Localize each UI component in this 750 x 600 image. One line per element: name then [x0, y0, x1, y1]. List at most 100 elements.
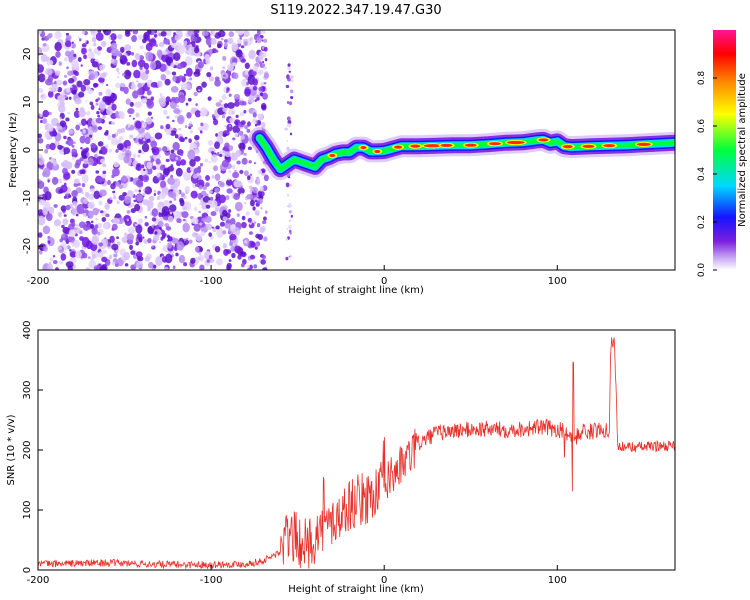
spectrogram-noise-blob — [256, 36, 262, 44]
spectrogram-noise-blob — [288, 176, 291, 179]
spectrogram-noise-blob — [47, 123, 54, 132]
spectrogram-noise-blob — [89, 73, 96, 81]
spectrogram-noise-blob — [246, 128, 251, 133]
spectrogram-noise-blob — [247, 267, 252, 270]
spectrogram-noise-blob — [149, 60, 157, 70]
spectrogram-noise-blob — [286, 116, 291, 121]
spectrogram-noise-blob — [239, 131, 242, 135]
spectrogram-noise-blob — [205, 204, 211, 209]
spectrogram-noise-blob — [100, 158, 105, 164]
spectrogram-noise-blob — [153, 189, 157, 193]
spectrogram-noise-blob — [190, 130, 193, 134]
spectrogram-noise-blob — [209, 196, 214, 201]
spectrogram-noise-blob — [101, 115, 107, 120]
spectrogram-noise-blob — [232, 137, 236, 141]
spectrogram-noise-blob — [249, 199, 255, 207]
spectrogram-noise-blob — [74, 162, 80, 169]
x-tick-label: -100 — [200, 276, 223, 287]
spectrogram-noise-blob — [289, 132, 293, 136]
spectrogram-noise-blob — [144, 132, 151, 140]
spectrogram-noise-blob — [215, 102, 221, 107]
spectrogram-noise-blob — [252, 118, 258, 124]
spectrogram-noise-blob — [237, 30, 244, 36]
spectrogram-noise-blob — [126, 61, 131, 66]
spectrogram-noise-blob — [101, 216, 107, 222]
spectrogram-noise-blob — [153, 33, 158, 38]
spectrogram-noise-blob — [97, 208, 101, 212]
spectrogram-noise-blob — [90, 30, 98, 37]
spectrogram-noise-blob — [58, 129, 62, 133]
spectrogram-noise-blob — [199, 264, 205, 270]
spectrogram-noise-blob — [173, 108, 181, 114]
spectrogram-noise-blob — [244, 201, 247, 205]
spectrogram-noise-blob — [179, 159, 187, 166]
spectrogram-noise-blob — [134, 223, 138, 227]
spectrogram-noise-blob — [71, 190, 78, 198]
spectrogram-noise-blob — [74, 178, 80, 184]
spectrogram-noise-blob — [150, 116, 154, 119]
spectrogram-noise-blob — [62, 167, 68, 175]
spectrogram-noise-blob — [143, 168, 146, 172]
spectrogram-noise-blob — [167, 215, 174, 223]
ridge-core-red — [538, 138, 549, 142]
spectrogram-noise-blob — [38, 215, 46, 226]
spectrogram-noise-blob — [83, 158, 88, 165]
spectrogram-noise-blob — [198, 89, 201, 92]
spectrogram-noise-blob — [222, 66, 226, 70]
spectrogram-noise-blob — [165, 30, 172, 37]
spectrogram-noise-blob — [71, 208, 78, 216]
spectrogram-noise-blob — [71, 222, 76, 227]
spectrogram-noise-blob — [167, 177, 175, 185]
spectrogram-noise-blob — [239, 169, 244, 175]
spectrogram-noise-blob — [84, 136, 91, 145]
spectrogram-noise-blob — [132, 90, 139, 99]
spectrogram-noise-blob — [129, 101, 134, 107]
spectrogram-noise-blob — [95, 170, 100, 174]
spectrogram-noise-blob — [234, 101, 240, 107]
spectrogram-ylabel: Frequency (Hz) — [8, 112, 19, 188]
spectrogram-noise-blob — [177, 75, 184, 81]
spectrogram-noise-blob — [210, 211, 217, 217]
spectrogram-noise-blob — [83, 198, 89, 205]
spectrogram-noise-blob — [97, 141, 104, 147]
spectrogram-noise-blob — [287, 66, 291, 70]
spectrogram-noise-blob — [227, 102, 235, 109]
spectrogram-noise-blob — [55, 267, 59, 270]
spectrogram-noise-blob — [115, 110, 119, 116]
spectrogram-noise-blob — [241, 215, 246, 221]
spectrogram-noise-blob — [187, 97, 192, 102]
spectrogram-noise-blob — [200, 194, 204, 198]
spectrogram-noise-blob — [119, 46, 125, 53]
spectrogram-noise-blob — [194, 149, 200, 155]
spectrogram-noise-blob — [263, 46, 268, 52]
spectrogram-noise-blob — [44, 131, 50, 139]
spectrogram-noise-blob — [248, 49, 256, 60]
spectrogram-noise-blob — [234, 201, 243, 212]
spectrogram-noise-blob — [158, 241, 162, 244]
spectrogram-noise-blob — [71, 43, 76, 49]
spectrogram-noise-blob — [163, 109, 168, 116]
spectrogram-noise-blob — [207, 139, 214, 146]
spectrogram-noise-blob — [147, 238, 152, 244]
spectrogram-noise-blob — [133, 69, 141, 79]
spectrogram-noise-blob — [91, 36, 97, 43]
spectrogram-noise-blob — [63, 147, 71, 155]
spectrogram-noise-blob — [187, 149, 196, 160]
spectrogram-noise-blob — [93, 42, 97, 47]
x-tick-label: -200 — [27, 276, 50, 287]
ridge-core-red — [488, 142, 501, 146]
spectrogram-noise-blob — [195, 68, 200, 75]
spectrogram-noise-blob — [285, 237, 289, 241]
spectrogram-noise-blob — [128, 114, 132, 117]
spectrogram-noise-blob — [85, 267, 91, 270]
spectrogram-noise-blob — [124, 30, 131, 37]
spectrogram-noise-blob — [180, 82, 189, 90]
spectrogram-noise-blob — [56, 79, 63, 86]
spectrogram-noise-blob — [145, 69, 150, 75]
spectrogram-noise-blob — [119, 86, 125, 92]
spectrogram-noise-blob — [116, 200, 120, 205]
spectrogram-noise-blob — [137, 82, 143, 89]
spectrogram-noise-blob — [85, 99, 88, 102]
spectrogram-noise-blob — [108, 36, 112, 40]
spectrogram-noise-blob — [83, 78, 91, 86]
